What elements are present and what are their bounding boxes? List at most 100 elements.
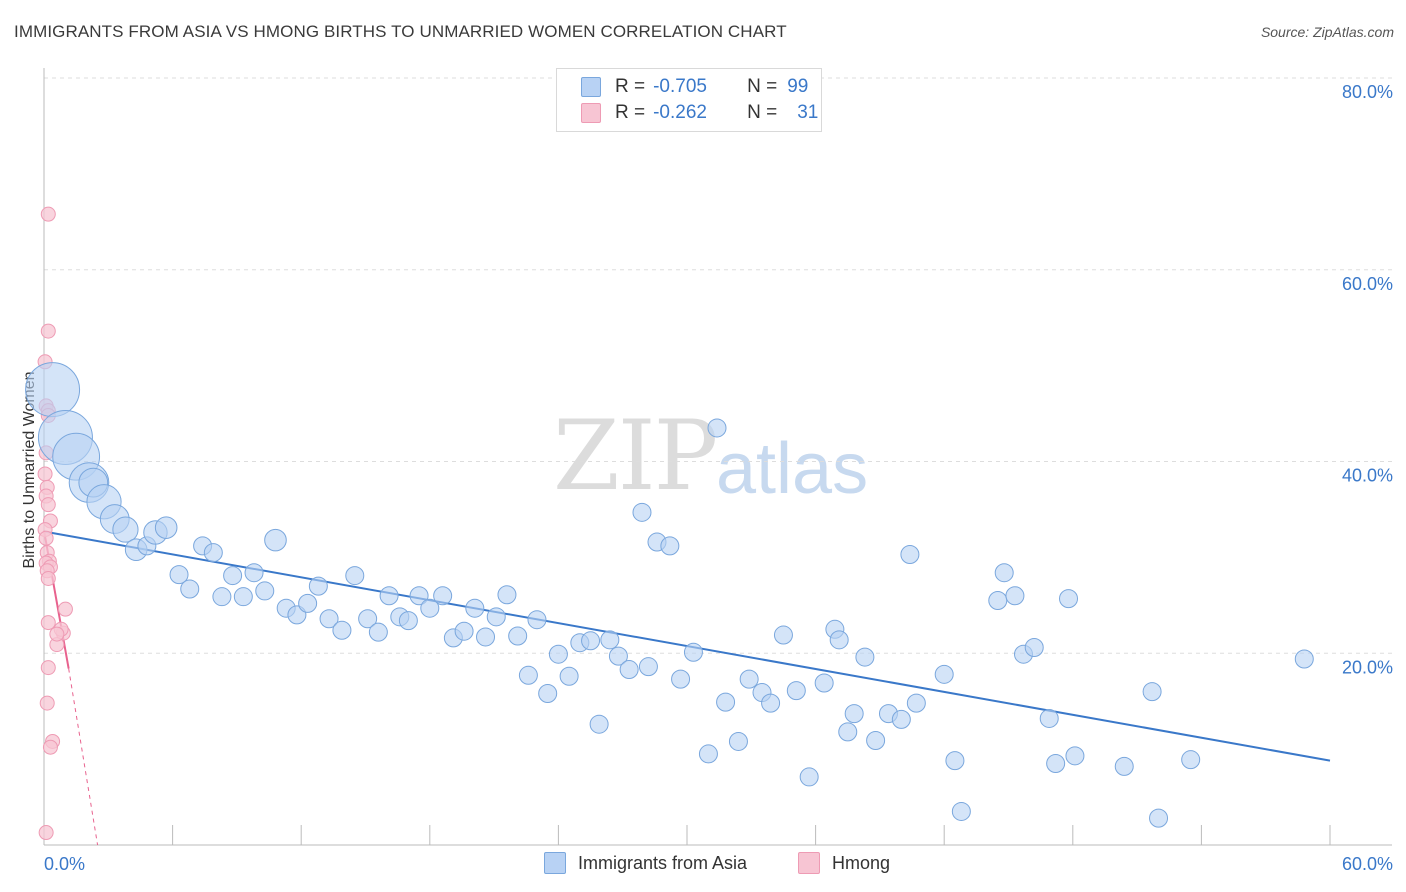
- asia-point: [409, 586, 429, 606]
- asia-point: [1024, 637, 1044, 657]
- hmong-point: [38, 825, 54, 841]
- asia-point: [1142, 682, 1162, 702]
- asia-point: [319, 609, 339, 629]
- asia-point: [497, 585, 517, 605]
- tick-labels: 20.0% 40.0% 60.0% 80.0% 0.0% 60.0%: [44, 82, 1393, 874]
- n-value: 31: [797, 102, 819, 123]
- asia-point: [660, 536, 680, 556]
- asia-point: [508, 626, 528, 646]
- watermark-atlas: atlas: [716, 429, 869, 509]
- correlation-legend: R = -0.705 N = 99 R = -0.262 N = 31: [556, 68, 822, 132]
- asia-point: [1065, 746, 1085, 766]
- legend-swatch-hmong: [581, 103, 601, 123]
- asia-point: [538, 684, 558, 704]
- asia-point: [112, 516, 139, 543]
- legend-label-asia: Immigrants from Asia: [578, 852, 748, 873]
- asia-point: [600, 630, 620, 650]
- asia-point: [1114, 756, 1134, 776]
- chart-title: IMMIGRANTS FROM ASIA VS HMONG BIRTHS TO …: [14, 22, 787, 41]
- asia-point: [1005, 586, 1025, 606]
- asia-point: [465, 598, 485, 618]
- hmong-point: [40, 497, 56, 513]
- asia-point: [518, 665, 538, 685]
- hmong-point: [42, 739, 58, 755]
- n-value: 99: [787, 76, 809, 97]
- asia-point: [308, 576, 328, 596]
- asia-point: [906, 693, 926, 713]
- asia-point: [683, 642, 703, 662]
- asia-point: [345, 566, 365, 586]
- asia-point: [203, 543, 223, 563]
- r-value: -0.705: [653, 76, 707, 97]
- asia-point: [589, 714, 609, 734]
- y-tick-label: 40.0%: [1342, 466, 1393, 486]
- hmong-point: [37, 466, 53, 482]
- hmong-point: [38, 530, 54, 546]
- hmong-point: [40, 660, 56, 676]
- asia-point: [223, 566, 243, 586]
- legend-item-hmong[interactable]: Hmong: [798, 852, 890, 874]
- asia-point: [1294, 649, 1314, 669]
- asia-point: [608, 646, 628, 666]
- asia-point: [154, 516, 178, 539]
- asia-point: [1046, 754, 1066, 774]
- asia-point: [829, 630, 849, 650]
- legend-swatch-asia: [581, 77, 601, 97]
- axes: [43, 68, 1392, 846]
- asia-point: [1149, 808, 1169, 828]
- y-tick-label: 80.0%: [1342, 82, 1393, 102]
- asia-point: [368, 622, 388, 642]
- asia-point: [761, 693, 781, 713]
- data-points: [25, 206, 1314, 841]
- asia-point: [945, 751, 965, 771]
- asia-point: [934, 664, 954, 684]
- hmong-point: [40, 323, 56, 339]
- asia-point: [632, 502, 652, 522]
- asia-point: [233, 587, 253, 607]
- hmong-point: [40, 206, 56, 222]
- asia-point: [264, 528, 287, 552]
- asia-point: [1059, 589, 1079, 609]
- asia-point: [298, 593, 318, 613]
- asia-point: [716, 692, 736, 712]
- asia-point: [169, 565, 189, 585]
- asia-point: [855, 647, 875, 667]
- asia-point: [900, 544, 920, 564]
- series-legend: Immigrants from Asia Hmong: [0, 852, 1406, 876]
- asia-point: [332, 620, 352, 640]
- r-label: R =: [615, 76, 646, 97]
- asia-point: [1039, 708, 1059, 728]
- asia-point: [671, 669, 691, 689]
- legend-row-asia: R = -0.705 N = 99: [581, 75, 808, 99]
- asia-point: [1181, 750, 1201, 770]
- hmong-point: [49, 626, 65, 642]
- asia-point: [773, 625, 793, 645]
- n-label: N =: [747, 76, 778, 97]
- asia-point: [638, 657, 658, 677]
- x-tick-label: 60.0%: [1342, 854, 1393, 874]
- asia-point: [398, 611, 418, 631]
- asia-point: [255, 581, 275, 601]
- asia-point: [25, 362, 81, 418]
- asia-point: [866, 730, 886, 750]
- asia-point: [799, 767, 819, 787]
- watermark-zip: ZIP: [553, 400, 718, 512]
- legend-swatch-hmong: [798, 852, 820, 874]
- asia-point: [486, 607, 506, 627]
- asia-point: [548, 644, 568, 664]
- r-value: -0.262: [653, 102, 707, 123]
- asia-point: [476, 627, 496, 647]
- asia-point: [180, 579, 200, 599]
- asia-point: [619, 660, 639, 680]
- asia-point: [707, 418, 727, 438]
- asia-point: [951, 801, 971, 821]
- asia-point: [698, 744, 718, 764]
- asia-point: [433, 586, 453, 606]
- hmong-point: [40, 570, 56, 586]
- asia-point: [527, 610, 547, 630]
- asia-point: [379, 586, 399, 606]
- source-credit: Source: ZipAtlas.com: [1260, 24, 1394, 40]
- x-tick-label: 0.0%: [44, 854, 85, 874]
- legend-item-asia[interactable]: Immigrants from Asia: [544, 852, 747, 874]
- asia-point: [212, 587, 232, 607]
